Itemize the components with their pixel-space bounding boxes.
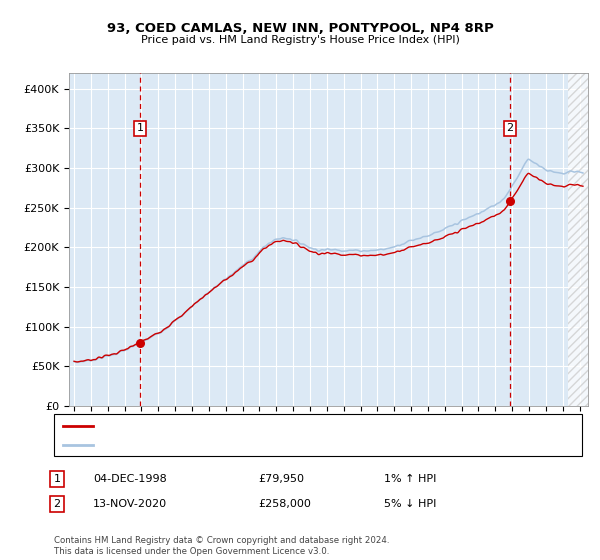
Text: 2: 2	[506, 123, 514, 133]
Text: HPI: Average price, detached house, Torfaen: HPI: Average price, detached house, Torf…	[99, 440, 330, 450]
Text: 13-NOV-2020: 13-NOV-2020	[93, 499, 167, 509]
Text: £79,950: £79,950	[258, 474, 304, 484]
Text: 2: 2	[53, 499, 61, 509]
Text: Contains HM Land Registry data © Crown copyright and database right 2024.
This d: Contains HM Land Registry data © Crown c…	[54, 536, 389, 556]
Text: 93, COED CAMLAS, NEW INN, PONTYPOOL, NP4 8RP: 93, COED CAMLAS, NEW INN, PONTYPOOL, NP4…	[107, 22, 493, 35]
Text: £258,000: £258,000	[258, 499, 311, 509]
Text: 93, COED CAMLAS, NEW INN, PONTYPOOL, NP4 8RP (detached house): 93, COED CAMLAS, NEW INN, PONTYPOOL, NP4…	[99, 421, 464, 431]
Text: 5% ↓ HPI: 5% ↓ HPI	[384, 499, 436, 509]
Text: 1: 1	[53, 474, 61, 484]
Text: Price paid vs. HM Land Registry's House Price Index (HPI): Price paid vs. HM Land Registry's House …	[140, 35, 460, 45]
Text: 04-DEC-1998: 04-DEC-1998	[93, 474, 167, 484]
Text: 1% ↑ HPI: 1% ↑ HPI	[384, 474, 436, 484]
Text: 1: 1	[137, 123, 143, 133]
